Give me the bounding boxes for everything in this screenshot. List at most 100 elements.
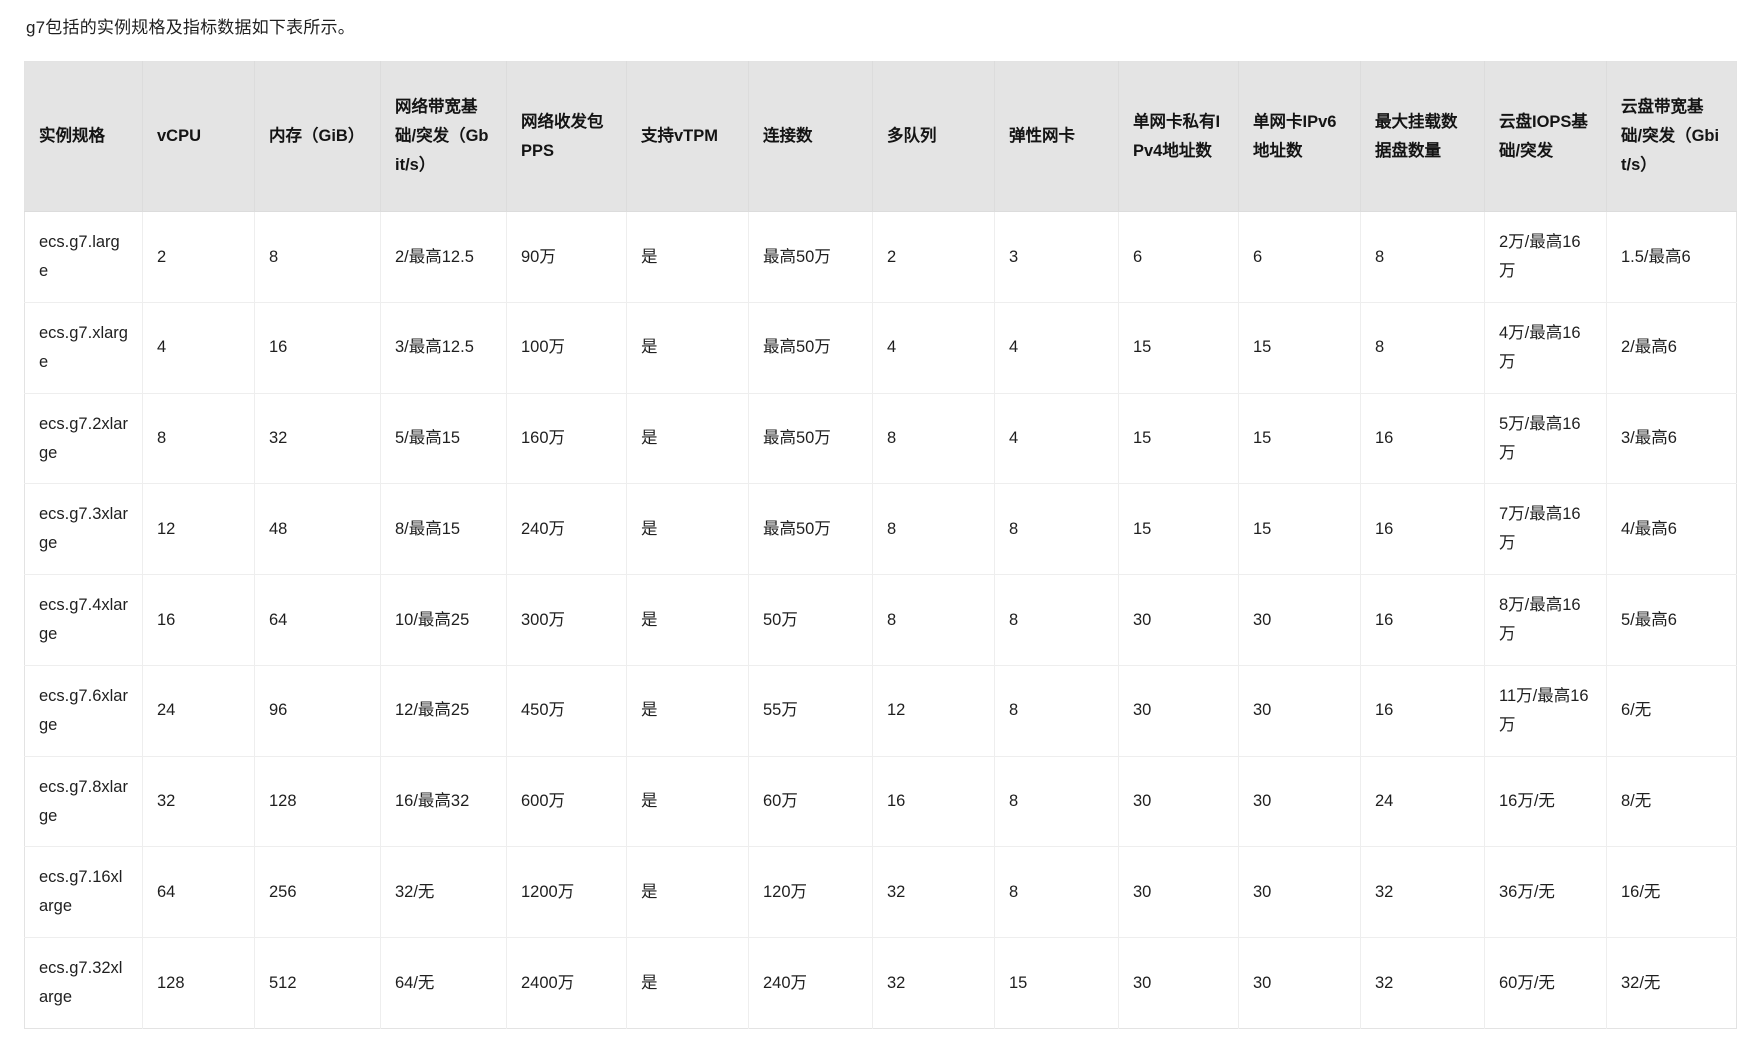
column-header-vtpm-support: 支持vTPM	[626, 61, 749, 213]
cell-memory: 48	[254, 483, 381, 576]
cell-disk-iops: 7万/最高16万	[1484, 483, 1607, 576]
cell-instance-type: ecs.g7.16xlarge	[24, 846, 143, 939]
cell-multi-queue: 8	[872, 393, 995, 485]
table-header: 实例规格 vCPU 内存（GiB） 网络带宽基础/突发（Gbit/s） 网络收发…	[24, 61, 1737, 213]
cell-max-data-disks: 16	[1360, 483, 1485, 576]
spec-table-container: 实例规格 vCPU 内存（GiB） 网络带宽基础/突发（Gbit/s） 网络收发…	[24, 61, 1737, 1029]
cell-disk-bandwidth: 6/无	[1606, 665, 1737, 757]
cell-ipv6-per-nic: 6	[1238, 211, 1361, 303]
column-header-ipv6-per-nic: 单网卡IPv6地址数	[1238, 61, 1361, 213]
table-row: ecs.g7.8xlarge 32 128 16/最高32 600万 是 60万…	[24, 756, 1737, 848]
cell-vcpu: 4	[142, 302, 255, 394]
cell-network-pps: 600万	[506, 756, 627, 848]
table-row: ecs.g7.3xlarge 12 48 8/最高15 240万 是 最高50万…	[24, 483, 1737, 576]
cell-disk-iops: 36万/无	[1484, 846, 1607, 939]
cell-disk-bandwidth: 8/无	[1606, 756, 1737, 848]
cell-memory: 64	[254, 574, 381, 666]
cell-network-pps: 300万	[506, 574, 627, 666]
cell-disk-bandwidth: 32/无	[1621, 973, 1661, 992]
table-header-row: 实例规格 vCPU 内存（GiB） 网络带宽基础/突发（Gbit/s） 网络收发…	[24, 61, 1737, 213]
cell-multi-queue: 2	[872, 211, 995, 303]
cell-network-bandwidth: 3/最高12.5	[380, 302, 507, 394]
cell-connections: 50万	[748, 574, 873, 666]
cell-connections: 最高50万	[748, 483, 873, 576]
cell-network-pps: 240万	[506, 483, 627, 576]
cell-multi-queue: 8	[872, 574, 995, 666]
table-row: ecs.g7.32xlarge 128 512 64/无 2400万 是 240…	[24, 937, 1737, 1029]
cell-network-pps: 100万	[506, 302, 627, 394]
cell-instance-type: ecs.g7.xlarge	[24, 302, 143, 394]
cell-elastic-nic: 8	[994, 574, 1119, 666]
column-header-vcpu: vCPU	[142, 61, 255, 213]
table-body: ecs.g7.large 2 8 2/最高12.5 90万 是 最高50万 2 …	[24, 211, 1737, 1029]
cell-instance-type: ecs.g7.32xlarge	[24, 937, 143, 1029]
column-header-max-data-disks: 最大挂载数据盘数量	[1360, 61, 1485, 213]
cell-connections: 55万	[748, 665, 873, 757]
cell-vtpm-support: 是	[626, 937, 749, 1029]
cell-memory: 128	[254, 756, 381, 848]
column-header-connections: 连接数	[748, 61, 873, 213]
cell-memory: 32	[254, 393, 381, 485]
cell-memory: 256	[254, 846, 381, 939]
cell-instance-type: ecs.g7.large	[24, 211, 143, 303]
cell-instance-type: ecs.g7.4xlarge	[24, 574, 143, 666]
cell-max-data-disks: 16	[1360, 574, 1485, 666]
cell-max-data-disks: 8	[1360, 211, 1485, 303]
cell-disk-bandwidth: 1.5/最高6	[1606, 211, 1737, 303]
cell-ipv4-per-nic: 30	[1118, 756, 1239, 848]
cell-multi-queue: 16	[872, 756, 995, 848]
cell-max-data-disks: 24	[1360, 756, 1485, 848]
cell-connections: 最高50万	[748, 211, 873, 303]
cell-multi-queue: 32	[872, 937, 995, 1029]
cell-connections: 240万	[748, 937, 873, 1029]
cell-disk-iops: 16万/无	[1484, 756, 1607, 848]
cell-elastic-nic: 4	[994, 393, 1119, 485]
cell-vcpu: 12	[142, 483, 255, 576]
cell-vtpm-support: 是	[626, 574, 749, 666]
cell-elastic-nic: 8	[994, 665, 1119, 757]
cell-network-pps: 90万	[506, 211, 627, 303]
cell-ipv6-per-nic: 30	[1238, 937, 1361, 1029]
cell-disk-bandwidth: 2/最高6	[1606, 302, 1737, 394]
table-row: ecs.g7.2xlarge 8 32 5/最高15 160万 是 最高50万 …	[24, 393, 1737, 485]
table-row: ecs.g7.large 2 8 2/最高12.5 90万 是 最高50万 2 …	[24, 211, 1737, 303]
cell-ipv4-per-nic: 15	[1118, 483, 1239, 576]
table-row: ecs.g7.xlarge 4 16 3/最高12.5 100万 是 最高50万…	[24, 302, 1737, 394]
cell-connections: 60万	[748, 756, 873, 848]
cell-disk-iops: 5万/最高16万	[1484, 393, 1607, 485]
cell-ipv4-per-nic: 15	[1118, 393, 1239, 485]
cell-network-bandwidth: 32/无	[380, 846, 507, 939]
cell-vcpu: 16	[142, 574, 255, 666]
cell-network-pps: 1200万	[506, 846, 627, 939]
cell-network-pps: 2400万	[506, 937, 627, 1029]
cell-network-bandwidth: 8/最高15	[380, 483, 507, 576]
table-row: ecs.g7.4xlarge 16 64 10/最高25 300万 是 50万 …	[24, 574, 1737, 666]
cell-ipv6-per-nic: 15	[1238, 302, 1361, 394]
cell-multi-queue: 4	[872, 302, 995, 394]
cell-vtpm-support: 是	[626, 665, 749, 757]
cell-elastic-nic: 15	[994, 937, 1119, 1029]
column-header-disk-bandwidth: 云盘带宽基础/突发（Gbit/s）	[1606, 61, 1737, 213]
cell-vcpu: 128	[142, 937, 255, 1029]
cell-vtpm-support: 是	[626, 211, 749, 303]
cell-max-data-disks: 32	[1360, 937, 1485, 1029]
cell-memory: 96	[254, 665, 381, 757]
cell-network-bandwidth: 10/最高25	[380, 574, 507, 666]
cell-vtpm-support: 是	[626, 393, 749, 485]
cell-disk-iops: 2万/最高16万	[1484, 211, 1607, 303]
cell-disk-iops: 8万/最高16万	[1484, 574, 1607, 666]
cell-disk-bandwidth: 3/最高6	[1606, 393, 1737, 485]
cell-disk-bandwidth: 4/最高6	[1606, 483, 1737, 576]
cell-memory: 16	[254, 302, 381, 394]
cell-disk-bandwidth: 16/无	[1606, 846, 1737, 939]
cell-ipv4-per-nic: 30	[1118, 665, 1239, 757]
cell-vtpm-support: 是	[626, 756, 749, 848]
cell-ipv4-per-nic: 30	[1118, 937, 1239, 1029]
column-header-ipv4-per-nic: 单网卡私有IPv4地址数	[1118, 61, 1239, 213]
cell-elastic-nic: 3	[994, 211, 1119, 303]
cell-network-pps: 450万	[506, 665, 627, 757]
cell-memory: 512	[254, 937, 381, 1029]
page-container: g7包括的实例规格及指标数据如下表所示。 实例规格 vCPU 内存（GiB） 网…	[24, 18, 1737, 1029]
cell-vcpu: 2	[142, 211, 255, 303]
cell-instance-type: ecs.g7.6xlarge	[24, 665, 143, 757]
